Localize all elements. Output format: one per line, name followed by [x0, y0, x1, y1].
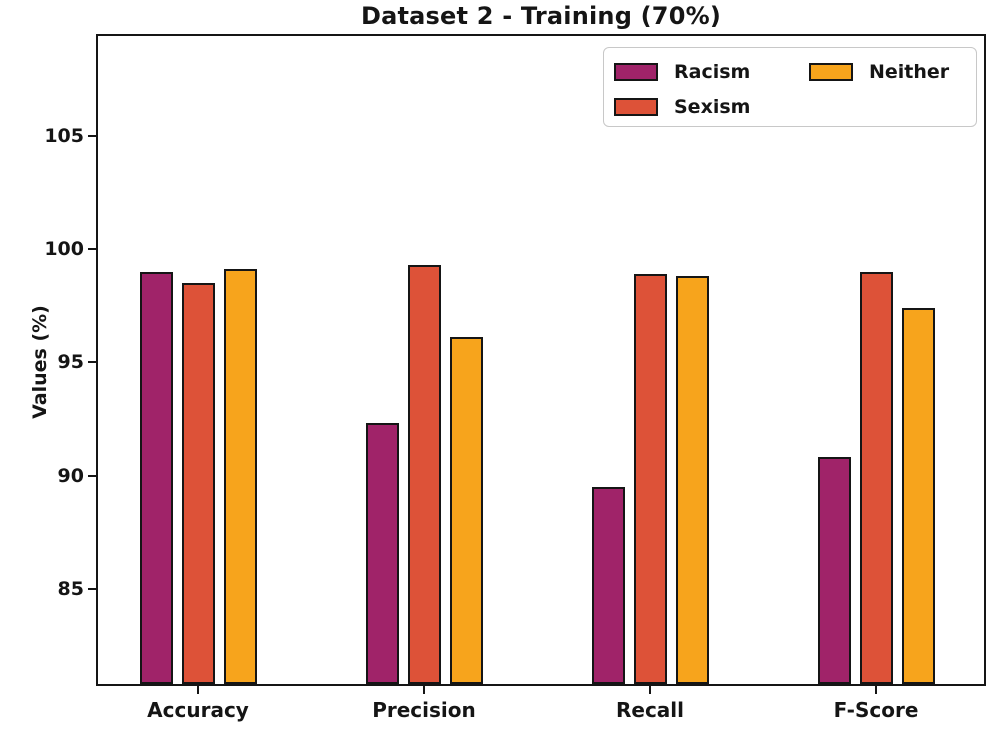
x-tick-label-recall: Recall [615, 698, 685, 722]
legend-swatch-neither [809, 63, 853, 81]
x-tick [649, 686, 651, 694]
x-tick [197, 686, 199, 694]
bar-racism-accuracy [139, 271, 173, 684]
bar-neither-accuracy [223, 269, 257, 684]
x-tick-label-precision: Precision [372, 698, 476, 722]
x-tick-label-accuracy: Accuracy [147, 698, 249, 722]
bar-sexism-f-score [859, 271, 893, 684]
chart-title: Dataset 2 - Training (70%) [360, 2, 722, 30]
bar-neither-precision [449, 337, 483, 684]
y-tick-label: 105 [44, 124, 84, 147]
legend-swatch-racism [614, 63, 658, 81]
y-tick-label: 90 [57, 464, 84, 487]
legend-label-racism: Racism [674, 61, 751, 83]
y-tick [88, 361, 96, 364]
plot-area: 85 90 95 100 105 Accuracy Precision Recall F-Sco… [44, 34, 986, 722]
legend: Racism Sexism Neither [603, 47, 977, 127]
plot-inner: 85 90 95 100 105 Accuracy Precision Recall F-Sco… [44, 36, 984, 722]
bar-racism-precision [365, 423, 399, 684]
bar-neither-recall [675, 276, 709, 684]
y-tick-label: 95 [57, 351, 84, 374]
x-tick-label-f-score: F-Score [833, 698, 919, 722]
x-tick [875, 686, 877, 694]
bar-sexism-recall [633, 273, 667, 684]
y-tick-label: 100 [44, 237, 84, 260]
y-tick [88, 134, 96, 137]
legend-label-sexism: Sexism [674, 96, 751, 118]
y-tick [88, 247, 96, 250]
y-tick-label: 85 [57, 577, 84, 600]
legend-swatch-sexism [614, 98, 658, 116]
bar-sexism-precision [407, 264, 441, 684]
bar-racism-f-score [817, 457, 851, 684]
bar-racism-recall [591, 486, 625, 684]
y-tick [88, 474, 96, 477]
legend-label-neither: Neither [869, 61, 950, 83]
bar-neither-f-score [901, 307, 935, 684]
x-tick [423, 686, 425, 694]
bar-sexism-accuracy [181, 282, 215, 684]
y-tick [88, 587, 96, 590]
